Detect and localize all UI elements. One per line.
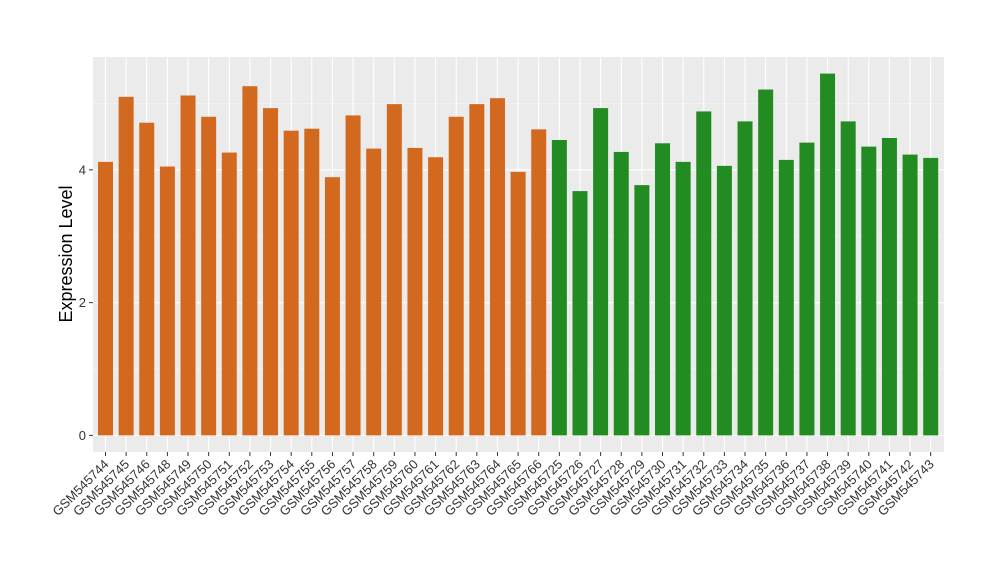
bar-GSM545730 bbox=[655, 143, 671, 436]
bar-GSM545741 bbox=[881, 137, 897, 436]
bar-GSM545753 bbox=[263, 108, 279, 436]
bar-GSM545737 bbox=[799, 142, 815, 436]
bar-GSM545745 bbox=[118, 96, 134, 436]
bar-GSM545758 bbox=[366, 148, 382, 436]
bar-GSM545757 bbox=[345, 115, 361, 436]
bar-GSM545726 bbox=[572, 191, 588, 436]
bar-GSM545752 bbox=[242, 86, 258, 436]
bar-GSM545733 bbox=[716, 165, 732, 436]
y-axis-title: Expression Level bbox=[56, 185, 76, 322]
bar-GSM545761 bbox=[428, 157, 444, 436]
bar-GSM545728 bbox=[613, 151, 629, 436]
bar-GSM545734 bbox=[737, 121, 753, 436]
bar-GSM545748 bbox=[159, 166, 175, 436]
bar-GSM545766 bbox=[531, 129, 547, 436]
bar-GSM545740 bbox=[861, 146, 877, 436]
bar-GSM545731 bbox=[675, 161, 691, 436]
bar-GSM545735 bbox=[758, 89, 774, 436]
bar-GSM545764 bbox=[489, 98, 505, 436]
bar-GSM545749 bbox=[180, 95, 196, 436]
bar-GSM545725 bbox=[551, 139, 567, 436]
bar-GSM545765 bbox=[510, 171, 526, 436]
bar-GSM545756 bbox=[324, 177, 340, 436]
y-tick-label: 2 bbox=[79, 295, 86, 310]
y-axis: 0 2 4 bbox=[79, 162, 93, 443]
bar-GSM545743 bbox=[923, 157, 939, 436]
bar-GSM545727 bbox=[593, 108, 609, 436]
bar-GSM545729 bbox=[634, 185, 650, 436]
bar-GSM545738 bbox=[820, 73, 836, 436]
y-tick-label: 0 bbox=[79, 428, 86, 443]
bar-GSM545751 bbox=[221, 152, 237, 436]
bar-GSM545763 bbox=[469, 104, 485, 436]
bar-GSM545742 bbox=[902, 154, 918, 436]
bar-GSM545736 bbox=[778, 159, 794, 436]
bar-GSM545744 bbox=[98, 161, 113, 436]
bar-GSM545732 bbox=[696, 111, 712, 436]
bar-GSM545760 bbox=[407, 147, 423, 436]
bar-GSM545755 bbox=[304, 128, 320, 436]
bars bbox=[98, 73, 939, 436]
bar-GSM545739 bbox=[840, 121, 856, 436]
bar-GSM545762 bbox=[448, 116, 464, 436]
bar-GSM545746 bbox=[139, 122, 155, 436]
bar-GSM545750 bbox=[201, 116, 217, 436]
bar-GSM545759 bbox=[386, 104, 402, 436]
y-tick-label: 4 bbox=[79, 162, 86, 177]
x-axis: GSM545744GSM545745GSM545746GSM545748GSM5… bbox=[49, 452, 937, 519]
bar-GSM545754 bbox=[283, 130, 299, 436]
